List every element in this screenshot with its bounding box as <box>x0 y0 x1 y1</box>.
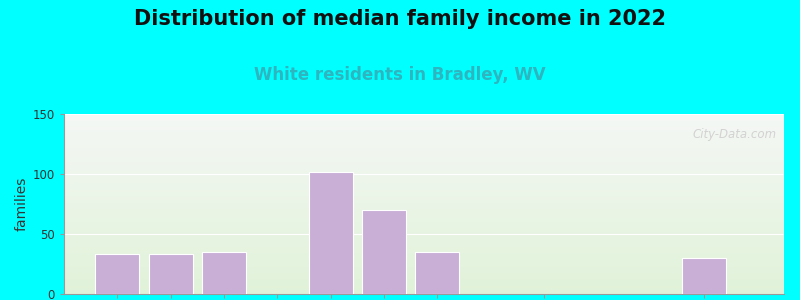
Bar <box>682 258 726 294</box>
Text: Distribution of median family income in 2022: Distribution of median family income in … <box>134 9 666 29</box>
Bar <box>362 210 406 294</box>
Bar <box>149 254 193 294</box>
Text: City-Data.com: City-Data.com <box>693 128 777 141</box>
Bar <box>415 252 459 294</box>
Bar <box>202 252 246 294</box>
Bar <box>95 254 139 294</box>
Text: White residents in Bradley, WV: White residents in Bradley, WV <box>254 66 546 84</box>
Bar <box>309 172 353 294</box>
Y-axis label: families: families <box>14 177 29 231</box>
